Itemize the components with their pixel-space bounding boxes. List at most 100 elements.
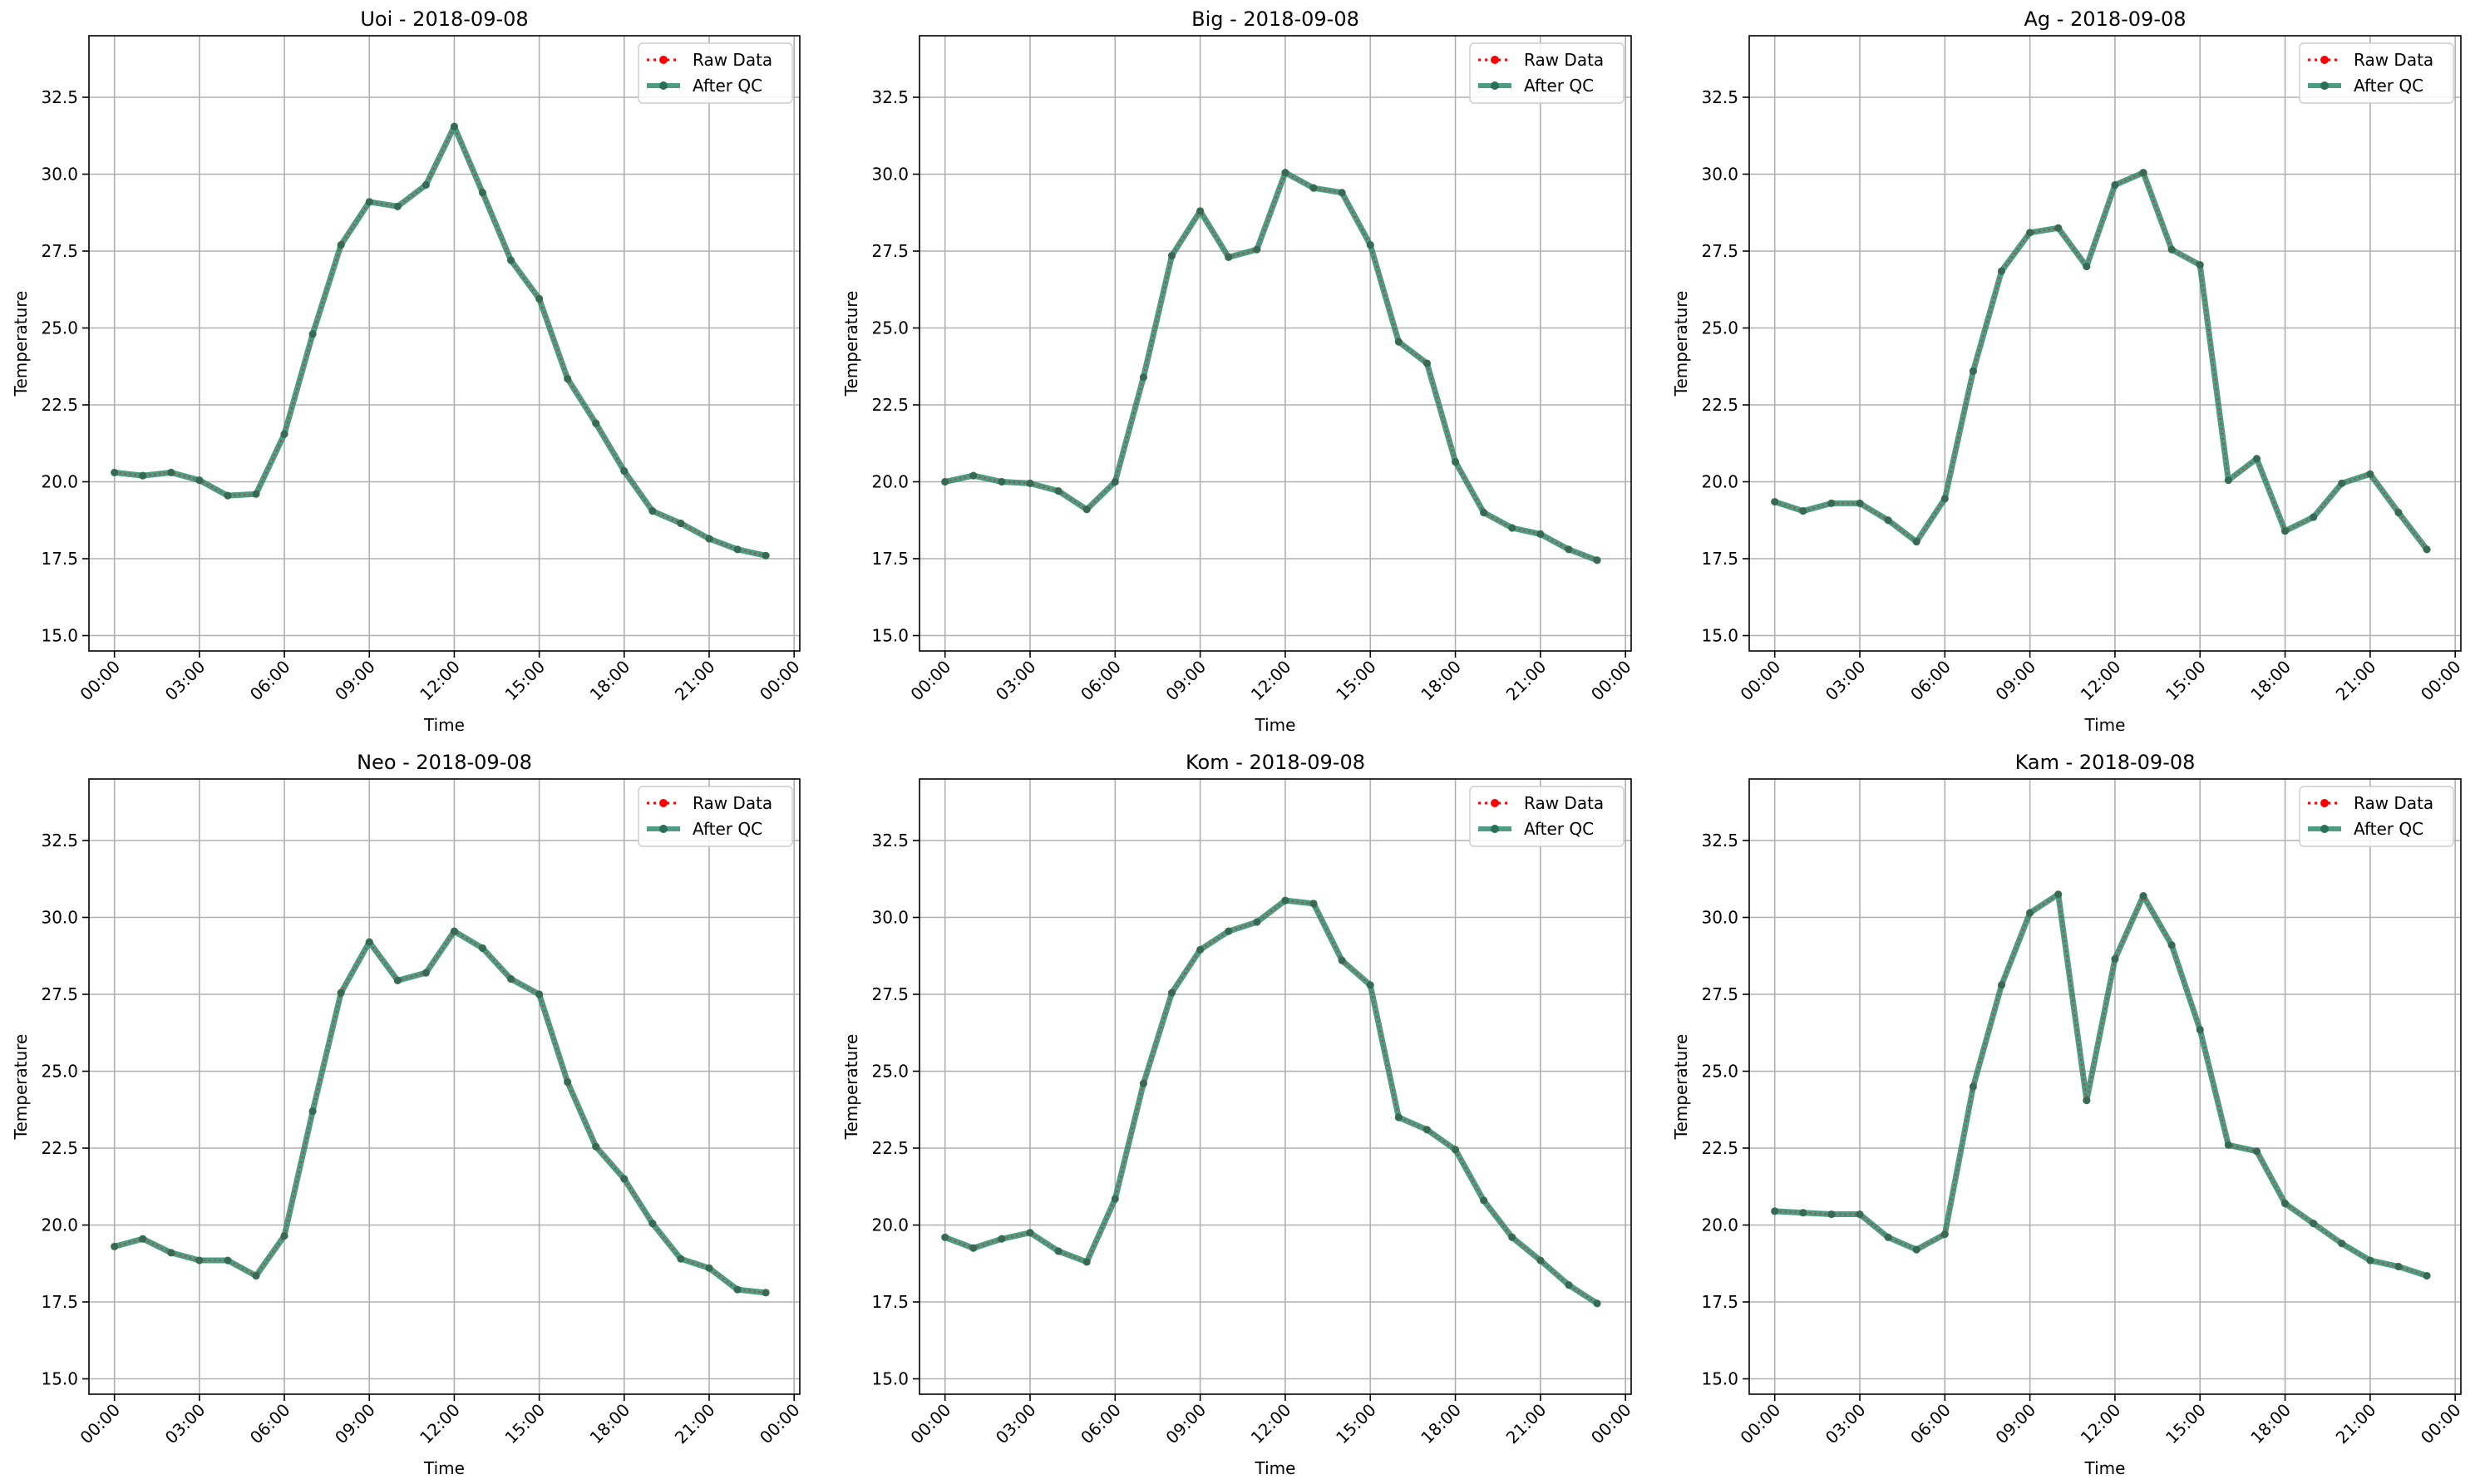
y-tick-label: 20.0 <box>41 472 78 492</box>
legend-qc-label: After QC <box>1524 819 1594 839</box>
subplot-1: 15.0 17.5 20.0 22.5 25.0 27.5 30.0 32.5 00:00 03:… <box>11 7 804 735</box>
x-tick-label: 21:00 <box>1502 1400 1551 1448</box>
after-qc-point <box>365 938 373 946</box>
series-raw-data-line <box>114 929 767 1294</box>
after-qc-point <box>252 490 260 498</box>
x-tick-label: 15:00 <box>1332 1400 1380 1448</box>
y-tick-label: 25.0 <box>1701 318 1738 338</box>
after-qc-point <box>1827 1210 1836 1219</box>
after-qc-point <box>535 990 544 998</box>
after-qc-point <box>1827 499 1836 508</box>
y-axis-label: Temperature <box>1671 1034 1691 1141</box>
after-qc-point <box>1082 1258 1091 1266</box>
after-qc-point <box>620 1175 629 1183</box>
after-qc-point <box>2423 545 2431 554</box>
subplot-6: 15.0 17.5 20.0 22.5 25.0 27.5 30.0 32.5 00:00 03:… <box>1671 751 2465 1478</box>
plot-frame <box>88 35 801 652</box>
y-tick-label: 27.5 <box>41 241 78 261</box>
y-tick-label: 32.5 <box>871 87 909 107</box>
y-tick-label: 20.0 <box>871 472 909 492</box>
after-qc-point <box>2083 1097 2091 1105</box>
after-qc-point <box>2111 180 2119 190</box>
x-tick-label: 18:00 <box>2246 657 2295 705</box>
after-qc-point <box>564 374 572 383</box>
after-qc-point <box>1281 169 1289 177</box>
legend-raw-marker <box>1491 799 1499 807</box>
after-qc-point <box>1997 981 2006 989</box>
chart-title: Uoi - 2018-09-08 <box>360 7 528 31</box>
after-qc-point <box>1281 896 1289 905</box>
x-tick-label: 06:00 <box>1906 657 1955 705</box>
after-qc-point <box>1856 1210 1864 1219</box>
x-tick-label: 00:00 <box>76 657 124 705</box>
y-tick-label: 22.5 <box>41 1138 78 1158</box>
x-tick-label: 18:00 <box>1417 657 1465 705</box>
x-axis-label: Time <box>1255 1458 1296 1478</box>
after-qc-point <box>2026 229 2034 237</box>
after-qc-point <box>1139 373 1148 382</box>
legend-raw-label: Raw Data <box>693 793 772 813</box>
legend: Raw Data After QC <box>1469 786 1625 847</box>
after-qc-point <box>139 1235 147 1243</box>
x-tick-label: 00:00 <box>1737 1400 1785 1448</box>
after-qc-point <box>393 976 402 984</box>
x-tick-label: 06:00 <box>1077 657 1125 705</box>
after-qc-point <box>535 294 544 303</box>
after-qc-point <box>1451 457 1460 466</box>
after-qc-point <box>1508 1233 1516 1241</box>
y-tick-label: 20.0 <box>41 1215 78 1235</box>
after-qc-point <box>969 471 978 480</box>
after-qc-point <box>1026 1229 1034 1237</box>
legend: Raw Data After QC <box>2299 42 2454 104</box>
subplot-2: 15.0 17.5 20.0 22.5 25.0 27.5 30.0 32.5 00:00 03:… <box>841 7 1635 735</box>
after-qc-point <box>280 430 288 438</box>
after-qc-point <box>308 330 317 338</box>
after-qc-point <box>337 241 345 249</box>
x-tick-label: 09:00 <box>331 1400 379 1448</box>
x-tick-label: 15:00 <box>500 1400 549 1448</box>
series-after-qc-line <box>111 928 769 1296</box>
after-qc-point <box>2224 476 2232 485</box>
after-qc-point <box>1394 338 1403 346</box>
y-tick-label: 22.5 <box>41 395 78 415</box>
x-tick-label: 06:00 <box>246 1400 294 1448</box>
after-qc-point <box>1771 497 1779 506</box>
x-tick-label: 00:00 <box>756 1400 804 1448</box>
x-tick-label: 21:00 <box>2332 657 2380 705</box>
after-qc-point <box>2054 224 2063 232</box>
series-raw-data-line <box>944 900 1598 1304</box>
after-qc-point <box>280 1231 288 1240</box>
x-tick-label: 03:00 <box>992 657 1040 705</box>
after-qc-point <box>2423 1271 2431 1280</box>
after-qc-point <box>941 1233 949 1241</box>
x-tick-label: 12:00 <box>416 657 464 705</box>
legend-raw-label: Raw Data <box>693 50 772 70</box>
chart-title: Kom - 2018-09-08 <box>1186 751 1365 774</box>
after-qc-point <box>1026 479 1034 487</box>
y-tick-label: 17.5 <box>1701 1292 1738 1312</box>
after-qc-point <box>1139 1079 1148 1087</box>
y-tick-label: 27.5 <box>871 984 909 1004</box>
legend-qc-marker <box>2320 825 2329 833</box>
x-tick-label: 00:00 <box>2417 657 2465 705</box>
after-qc-point <box>2252 455 2261 463</box>
after-qc-point <box>677 519 685 528</box>
x-tick-label: 15:00 <box>1332 657 1380 705</box>
legend: Raw Data After QC <box>638 42 793 104</box>
plot-frame <box>88 778 801 1395</box>
x-tick-label: 15:00 <box>500 657 549 705</box>
legend: Raw Data After QC <box>638 786 793 847</box>
after-qc-point <box>2083 262 2091 271</box>
after-qc-point <box>969 1244 978 1252</box>
after-qc-point <box>2366 1256 2374 1265</box>
after-qc-point <box>1225 927 1233 935</box>
x-tick-label: 18:00 <box>1417 1400 1465 1448</box>
legend-raw-marker <box>659 56 668 64</box>
after-qc-point <box>1884 516 1892 525</box>
y-tick-label: 15.0 <box>1701 626 1738 646</box>
after-qc-point <box>941 477 949 486</box>
y-tick-label: 15.0 <box>871 1369 909 1389</box>
after-qc-point <box>2338 1240 2346 1248</box>
after-qc-point <box>1508 524 1516 532</box>
after-qc-point <box>1167 989 1176 997</box>
